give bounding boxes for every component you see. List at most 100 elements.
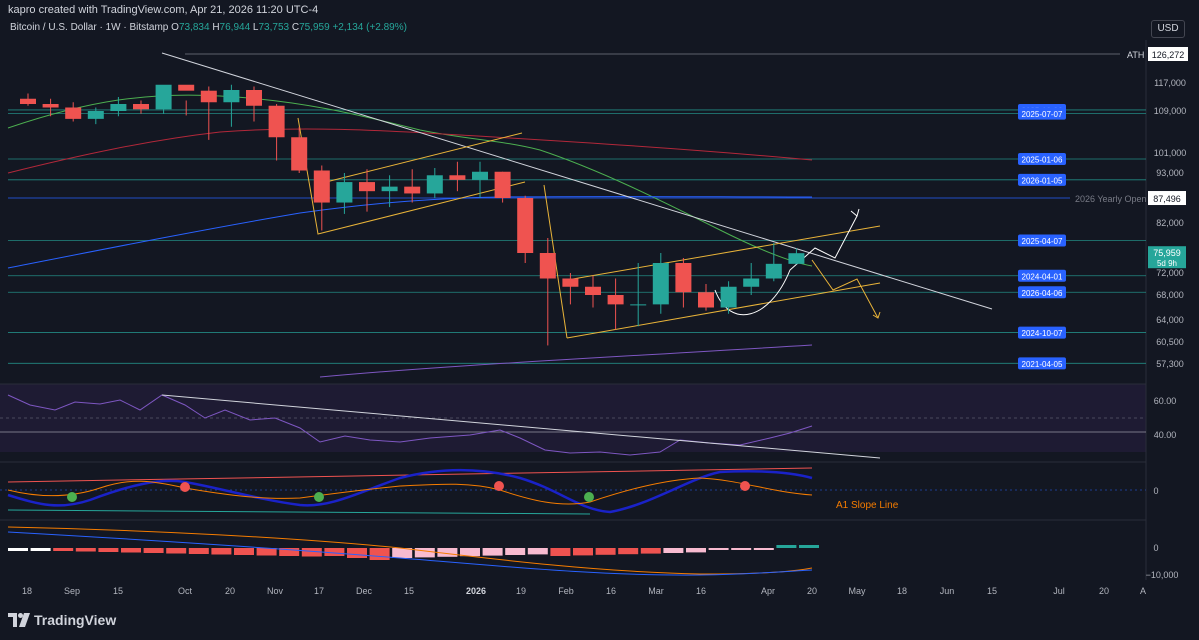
bear-flag-upper (317, 132, 523, 185)
candle (788, 248, 805, 265)
candle-body (494, 171, 511, 198)
currency-button[interactable]: USD (1151, 20, 1185, 38)
osc-signal-dot (180, 482, 190, 492)
candle (539, 238, 556, 346)
tradingview-logo[interactable]: TradingView (8, 612, 116, 628)
level-tag-label: 2025-04-07 (1022, 237, 1063, 246)
osc-signal-dot (494, 481, 504, 491)
open-label: O (171, 22, 179, 33)
candle (200, 86, 217, 140)
candle-body (449, 175, 466, 180)
time-tick: 20 (807, 586, 817, 596)
footer-bar (0, 604, 1199, 640)
candle-body (291, 137, 308, 171)
level-tag-box (1018, 153, 1066, 165)
hist-blue-line (7, 531, 813, 576)
level-tag-box (1018, 234, 1066, 247)
histogram-bar (776, 545, 797, 548)
histogram-bar (618, 548, 639, 555)
histogram-bar (414, 548, 435, 558)
histogram-bar (8, 548, 28, 551)
level-tag-box (1018, 269, 1066, 282)
time-axis: 18 Sep 15 Oct 20 Nov 17 Dec 15 2026 19 Feb 16 Mar 16 Ap… (22, 586, 1146, 596)
histogram-bar (799, 545, 819, 548)
candle-body (133, 104, 149, 110)
histogram-bar (211, 548, 232, 555)
horizontal-levels: 2025-10-062025-07-072025-01-062026-01-05… (8, 47, 1188, 370)
candle-body (20, 98, 36, 104)
candle (110, 97, 127, 117)
time-tick: 15 (987, 586, 997, 596)
histogram-bar (550, 548, 571, 556)
candle (652, 253, 669, 314)
level-tag-label: 2026-01-05 (1022, 176, 1063, 185)
candle (449, 161, 466, 192)
time-tick: 20 (1099, 586, 1109, 596)
candle-body (630, 304, 647, 306)
time-tick: May (848, 586, 866, 596)
channel-lower (566, 282, 881, 339)
candle (268, 104, 285, 161)
candle-body (788, 253, 805, 264)
histogram-bar (369, 548, 390, 560)
histogram-bar (30, 548, 51, 551)
rsi-line (7, 394, 813, 456)
candle-body (200, 90, 217, 103)
candle-body (246, 90, 262, 106)
price-chart[interactable]: 2025-10-062025-07-072025-01-062026-01-05… (0, 0, 1199, 604)
candle-body (675, 263, 692, 293)
close-label: C (291, 22, 300, 33)
candle-body (313, 170, 330, 203)
indicator-panes: 60.00 40.00 0 A1 Slope Line 0 −10,000 (0, 394, 1178, 580)
candle (336, 173, 353, 214)
level-tag: 2021-04-05 (1018, 357, 1066, 370)
current-price-box (1148, 246, 1186, 269)
osc-legend-label: A1 Slope Line (836, 500, 899, 511)
candle (472, 161, 488, 198)
candle-body (607, 295, 624, 305)
price-tick: 82,000 (1156, 218, 1184, 228)
close-value: 75,959 (299, 22, 330, 33)
level-tag: 2026-01-05 (1018, 173, 1066, 186)
projection-down-path (811, 259, 879, 319)
price-tick: 64,000 (1156, 315, 1184, 325)
candle-body (155, 84, 172, 110)
time-tick: Feb (558, 586, 574, 596)
candlestick-series (20, 84, 805, 346)
candle (359, 169, 375, 212)
ma-red-line (7, 128, 813, 174)
candle-body (223, 90, 240, 103)
candle-body (359, 182, 375, 192)
price-tick: 101,000 (1154, 148, 1187, 158)
osc-signal-dot (67, 492, 77, 502)
level-tag-label: 2025-01-06 (1022, 156, 1063, 165)
trend-drawings (7, 52, 993, 378)
candle-body (268, 105, 285, 138)
time-tick: 16 (696, 586, 706, 596)
time-tick: Dec (356, 586, 373, 596)
histogram-bar (347, 548, 367, 558)
level-tag-box (1018, 173, 1066, 186)
symbol-title[interactable]: Bitcoin / U.S. Dollar · 1W · Bitstamp (10, 22, 169, 33)
price-tick: 109,000 (1154, 106, 1187, 116)
candle-body (765, 263, 782, 279)
candle-body (404, 186, 421, 194)
histogram-bar (595, 548, 616, 555)
histogram-bar (505, 548, 526, 555)
time-tick: 18 (22, 586, 32, 596)
time-tick: Mar (648, 586, 664, 596)
time-tick: 16 (606, 586, 616, 596)
candle (133, 100, 149, 114)
histogram-bar (256, 548, 277, 556)
histogram-bar (53, 548, 74, 551)
level-tag: 2024-04-01 (1018, 269, 1066, 282)
low-label: L (252, 22, 259, 33)
candle-body (87, 111, 104, 119)
osc-blue-line (7, 468, 813, 514)
time-tick: Sep (64, 586, 80, 596)
candle (223, 84, 240, 127)
high-label: H (212, 22, 220, 33)
time-tick: A (1140, 586, 1146, 596)
histogram-bar (708, 548, 729, 550)
level-tag-label: 2024-04-01 (1022, 272, 1063, 281)
